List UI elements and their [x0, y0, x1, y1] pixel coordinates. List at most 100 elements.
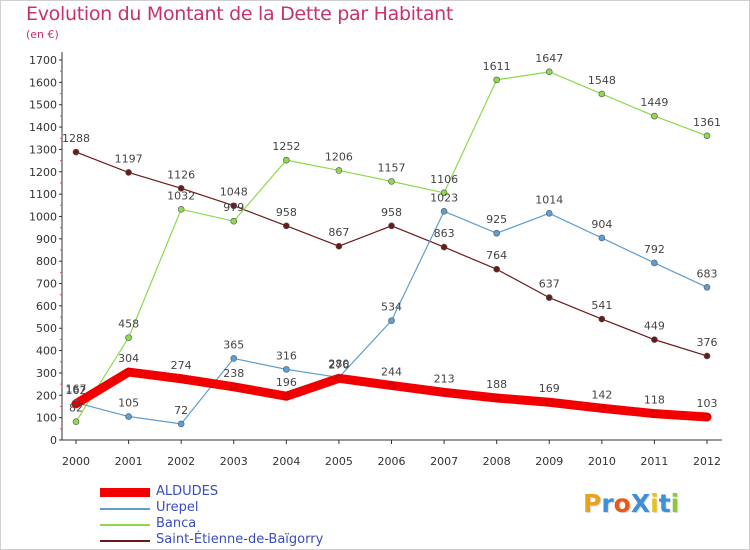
data-label: 1288: [62, 132, 90, 145]
data-label: 142: [591, 388, 612, 401]
series-points: [72, 68, 711, 428]
legend-label-saint-etienne: Saint-Étienne-de-Baïgorry: [156, 532, 324, 547]
data-labels: 162 304 274 238 196 276 244 213 188 169 142 118 103 1…: [62, 52, 721, 417]
data-label: 316: [276, 349, 297, 362]
x-tick-label: 2003: [220, 455, 248, 468]
data-label: 979: [223, 201, 244, 214]
x-tick-label: 2009: [535, 455, 563, 468]
data-label: 1611: [483, 60, 511, 73]
data-point: [125, 334, 132, 341]
data-label: 1449: [640, 96, 668, 109]
axis-ticks: 0 100 200 300 400 500 600 700 800 900 1000 1100 1200…: [29, 54, 721, 468]
logo-letter: X: [630, 489, 651, 518]
data-point: [650, 410, 658, 418]
data-label: 683: [697, 267, 718, 280]
data-label: 637: [539, 278, 560, 291]
y-tick-label: 1200: [29, 166, 57, 179]
data-point: [440, 388, 448, 396]
data-label: 169: [539, 382, 560, 395]
data-label: 534: [381, 301, 402, 314]
logo-letter: r: [601, 489, 614, 518]
data-point: [230, 217, 238, 225]
x-tick-label: 2002: [167, 455, 195, 468]
x-tick-label: 2011: [640, 455, 668, 468]
data-point: [177, 420, 185, 428]
data-label: 764: [486, 249, 507, 262]
y-tick-label: 1100: [29, 188, 57, 201]
data-label: 162: [66, 384, 87, 397]
data-point: [598, 315, 606, 323]
data-point: [598, 404, 606, 412]
data-point: [283, 366, 290, 373]
y-tick-label: 500: [36, 322, 57, 335]
x-tick-label: 2005: [325, 455, 353, 468]
legend-item-saint-etienne[interactable]: Saint-Étienne-de-Baïgorry: [100, 532, 360, 548]
legend-swatch-saint-etienne: [100, 540, 150, 542]
y-tick-label: 1000: [29, 210, 57, 223]
series-line-0: [71, 367, 712, 422]
data-label: 276: [328, 358, 349, 371]
data-point: [282, 392, 290, 400]
y-tick-label: 1700: [29, 54, 57, 67]
data-point: [493, 394, 501, 402]
legend-label-banca: Banca: [156, 516, 197, 531]
data-label: 1548: [588, 74, 616, 87]
logo-letter: t: [658, 489, 671, 518]
data-label: 541: [591, 299, 612, 312]
data-point: [703, 284, 711, 291]
data-label: 1252: [272, 140, 300, 153]
data-label: 304: [118, 352, 139, 365]
legend-item-banca[interactable]: Banca: [100, 516, 360, 532]
data-label: 118: [644, 394, 665, 407]
data-point: [545, 294, 553, 301]
data-point: [598, 90, 606, 98]
chart-title: Evolution du Montant de la Dette par Hab…: [26, 3, 454, 25]
y-tick-label: 800: [36, 255, 57, 268]
data-point: [125, 169, 132, 176]
data-point: [387, 381, 395, 389]
legend-swatch-aldudes: [100, 488, 150, 497]
data-point: [230, 202, 238, 210]
data-label: 365: [223, 338, 244, 351]
data-label: 1032: [167, 189, 195, 202]
legend-label-aldudes: ALDUDES: [156, 484, 219, 499]
data-point: [545, 398, 553, 406]
data-point: [177, 375, 185, 383]
data-label: 82: [69, 402, 83, 415]
data-point: [651, 112, 658, 120]
data-label: 1023: [430, 191, 458, 204]
data-point: [493, 229, 500, 237]
proxiti-logo: ProXiti: [583, 489, 679, 518]
data-label: 105: [118, 397, 139, 410]
legend-item-aldudes[interactable]: ALDUDES: [100, 484, 360, 500]
x-tick-label: 2010: [588, 455, 616, 468]
x-tick-label: 2001: [115, 455, 143, 468]
data-label: 925: [486, 213, 507, 226]
data-point: [703, 413, 711, 421]
data-label: 274: [171, 359, 192, 372]
data-point: [440, 208, 448, 215]
data-point: [703, 132, 711, 140]
data-point: [125, 413, 132, 420]
data-label: 103: [697, 397, 718, 410]
y-tick-label: 300: [36, 367, 57, 380]
data-label: 958: [276, 206, 297, 219]
data-point: [388, 317, 395, 324]
y-tick-label: 1500: [29, 99, 57, 112]
data-point: [440, 189, 448, 197]
legend-item-urepel[interactable]: Urepel: [100, 500, 360, 516]
data-label: 792: [644, 243, 665, 256]
y-tick-label: 900: [36, 233, 57, 246]
data-label: 244: [381, 365, 402, 378]
data-label: 1361: [693, 116, 721, 129]
y-tick-label: 400: [36, 345, 57, 358]
data-point: [125, 368, 133, 376]
data-label: 904: [591, 218, 612, 231]
data-point: [651, 259, 658, 267]
y-tick-label: 1600: [29, 76, 57, 89]
data-point: [177, 206, 185, 213]
x-tick-label: 2006: [378, 455, 406, 468]
data-label: 213: [434, 372, 455, 385]
legend-swatch-urepel: [100, 508, 150, 510]
y-tick-label: 100: [36, 412, 57, 425]
